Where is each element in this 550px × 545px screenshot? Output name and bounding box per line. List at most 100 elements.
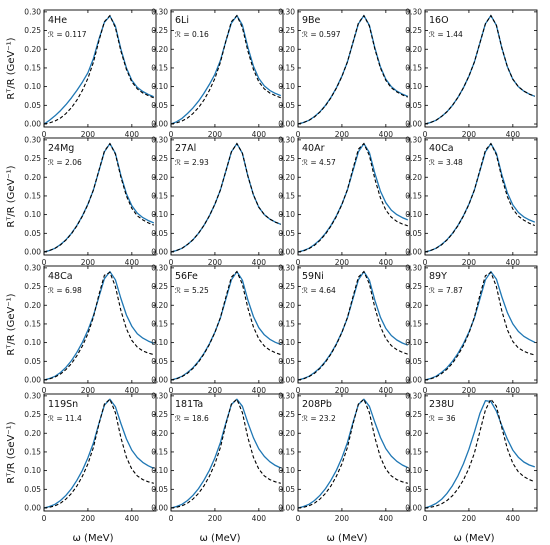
- ratio-label: ℛ = 4.57: [302, 158, 336, 167]
- y-tick-label: 0.25: [151, 154, 168, 163]
- series-dashed-line: [43, 398, 154, 509]
- series-dashed-line: [170, 270, 281, 381]
- y-tick-label: 0.15: [405, 192, 422, 201]
- y-tick-label: 0.30: [278, 135, 295, 144]
- ratio-label: ℛ = 36: [429, 414, 456, 423]
- x-tick-label: 200: [462, 258, 477, 267]
- nucleus-label: 6Li: [175, 15, 189, 26]
- y-tick-label: 0.15: [151, 320, 168, 329]
- y-tick-label: 0.10: [278, 338, 295, 347]
- y-tick-label: 0.10: [405, 82, 422, 91]
- y-tick-label: 0.10: [278, 82, 295, 91]
- panel-27Al: 0.00 0.05 0.10 0.15 0.20 0.25 0.30 0 200 400 27Al ℛ…: [151, 135, 284, 267]
- y-tick-label: 0.25: [24, 410, 41, 419]
- panel-frame: [424, 137, 538, 256]
- y-tick-label: 0.20: [151, 429, 168, 438]
- panel-181Ta: 0.00 0.05 0.10 0.15 0.20 0.25 0.30 0 200 400 181Ta…: [151, 391, 284, 523]
- x-tick-label: 0: [423, 258, 428, 267]
- y-tick-label: 0.10: [151, 338, 168, 347]
- series-dashed-line: [424, 142, 536, 253]
- x-tick-label: 200: [81, 386, 96, 395]
- ratio-label: ℛ = 11.4: [48, 414, 82, 423]
- x-tick-label: 400: [379, 258, 394, 267]
- x-tick-label: 0: [423, 130, 428, 139]
- panel-238U: 0.00 0.05 0.10 0.15 0.20 0.25 0.30 0 200 400 238U ℛ…: [405, 391, 538, 523]
- panel-frame: [170, 265, 284, 384]
- series-dashed-line: [170, 142, 282, 253]
- x-tick-label: 0: [42, 514, 47, 523]
- x-tick-label: 0: [296, 130, 301, 139]
- nucleus-label: 16O: [429, 15, 449, 26]
- panel-frame: [297, 137, 411, 256]
- x-tick-label: 200: [208, 258, 223, 267]
- x-tick-label: 400: [379, 130, 394, 139]
- y-tick-label: 0.25: [151, 410, 168, 419]
- y-tick-label: 0.30: [405, 135, 422, 144]
- y-tick-label: 0.30: [151, 391, 168, 400]
- y-tick-label: 0.15: [151, 192, 168, 201]
- x-axis-label: ω (MeV): [327, 533, 368, 544]
- y-tick-label: 0.25: [405, 154, 422, 163]
- y-axis-label: Rᵀ/R (GeV⁻¹): [6, 421, 17, 483]
- y-tick-label: 0.20: [151, 301, 168, 310]
- ratio-label: ℛ = 2.06: [48, 158, 82, 167]
- x-tick-label: 0: [169, 386, 174, 395]
- y-tick-label: 0.10: [278, 210, 295, 219]
- y-tick-label: 0.00: [405, 120, 422, 129]
- y-tick-label: 0.00: [151, 248, 168, 257]
- y-axis-label: Rᵀ/R (GeV⁻¹): [6, 165, 17, 227]
- x-tick-label: 0: [296, 386, 301, 395]
- y-tick-label: 0.20: [278, 45, 295, 54]
- y-tick-label: 0.25: [278, 282, 295, 291]
- ratio-label: ℛ = 0.117: [48, 30, 87, 39]
- y-tick-label: 0.05: [24, 485, 41, 494]
- y-tick-label: 0.25: [24, 26, 41, 35]
- panel-24Mg: 0.00 0.05 0.10 0.15 0.20 0.25 0.30 0 200 400 24Mg ℛ…: [6, 135, 157, 267]
- x-tick-label: 0: [169, 130, 174, 139]
- y-tick-label: 0.30: [151, 263, 168, 272]
- y-tick-label: 0.30: [405, 263, 422, 272]
- x-tick-label: 200: [335, 514, 350, 523]
- x-tick-label: 0: [169, 258, 174, 267]
- panel-40Ar: 0.00 0.05 0.10 0.15 0.20 0.25 0.30 0 200 400 40Ar ℛ…: [278, 135, 411, 267]
- panel-89Y: 0.00 0.05 0.10 0.15 0.20 0.25 0.30 0 200 400 89Y ℛ …: [405, 263, 538, 395]
- y-tick-label: 0.15: [151, 448, 168, 457]
- y-tick-label: 0.25: [278, 410, 295, 419]
- x-tick-label: 0: [42, 130, 47, 139]
- y-tick-label: 0.00: [24, 120, 41, 129]
- panel-208Pb: 0.00 0.05 0.10 0.15 0.20 0.25 0.30 0 200 400 208Pb…: [278, 391, 411, 523]
- panel-frame: [170, 137, 284, 256]
- y-tick-label: 0.10: [405, 338, 422, 347]
- y-tick-label: 0.05: [405, 485, 422, 494]
- ratio-label: ℛ = 0.597: [302, 30, 341, 39]
- x-tick-label: 200: [462, 514, 477, 523]
- y-tick-label: 0.30: [278, 263, 295, 272]
- x-tick-label: 400: [252, 514, 267, 523]
- y-tick-label: 0.05: [278, 485, 295, 494]
- y-tick-label: 0.05: [278, 229, 295, 238]
- ratio-label: ℛ = 3.48: [429, 158, 463, 167]
- y-tick-label: 0.15: [24, 192, 41, 201]
- y-tick-label: 0.15: [151, 64, 168, 73]
- series-dashed-line: [43, 142, 155, 253]
- series-dashed-line: [424, 271, 535, 381]
- y-tick-label: 0.25: [405, 282, 422, 291]
- nucleus-label: 238U: [429, 399, 454, 410]
- x-tick-label: 400: [125, 386, 140, 395]
- y-tick-label: 0.20: [405, 173, 422, 182]
- y-tick-label: 0.00: [278, 504, 295, 513]
- y-tick-label: 0.00: [24, 376, 41, 385]
- y-tick-label: 0.20: [278, 301, 295, 310]
- y-tick-label: 0.15: [278, 320, 295, 329]
- y-tick-label: 0.10: [24, 82, 41, 91]
- panel-56Fe: 0.00 0.05 0.10 0.15 0.20 0.25 0.30 0 200 400 56Fe ℛ…: [151, 263, 284, 395]
- panel-frame: [43, 393, 157, 512]
- nucleus-label: 4He: [48, 15, 67, 26]
- series-dashed-line: [424, 14, 536, 125]
- panel-frame: [170, 393, 284, 512]
- nucleus-label: 119Sn: [48, 399, 78, 410]
- panel-16O: 0.00 0.05 0.10 0.15 0.20 0.25 0.30 0 200 400 16O ℛ …: [405, 7, 538, 139]
- x-tick-label: 200: [462, 386, 477, 395]
- x-tick-label: 0: [423, 386, 428, 395]
